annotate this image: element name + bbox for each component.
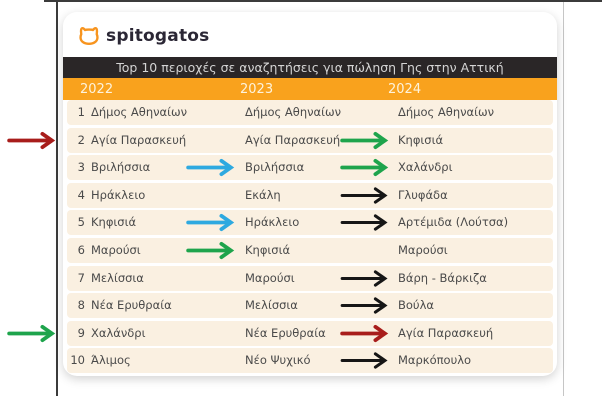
area-cell-y2023: Νέο Ψυχικό <box>245 353 311 368</box>
area-cell-y2023: Μελίσσια <box>245 298 298 313</box>
rank-number: 2 <box>77 132 85 147</box>
border-line-left <box>56 0 58 396</box>
cat-icon <box>79 27 99 45</box>
table-row: 6 Μαρούσι Κηφισιά Μαρούσι <box>67 238 553 263</box>
arrow-2023-2024-black <box>339 296 389 318</box>
rank-number: 9 <box>77 325 85 340</box>
arrow-right-icon <box>340 131 389 149</box>
border-line-right <box>563 2 564 396</box>
arrow-right-icon <box>340 187 388 204</box>
area-cell-y2024: Χαλάνδρι <box>398 160 453 175</box>
table-row: 7 Μελίσσια Μαρούσι Βάρη - Βάρκιζα <box>67 265 553 291</box>
rank-number: 10 <box>70 353 85 368</box>
rank-number: 5 <box>77 215 85 230</box>
area-cell-y2022: Αγία Παρασκευή <box>91 132 187 147</box>
external-pointer-arrow-green <box>6 324 56 347</box>
area-cell-y2023: Κηφισιά <box>245 243 291 257</box>
area-cell-y2022: Ηράκλειο <box>91 187 146 202</box>
area-cell-y2024: Κηφισιά <box>398 132 444 147</box>
area-cell-y2022: Νέα Ερυθραία <box>91 298 172 313</box>
table-title-bar: Top 10 περιοχές σε αναζητήσεις για πώλησ… <box>63 57 557 78</box>
arrow-2023-2024-black <box>339 351 389 373</box>
arrow-right-icon <box>186 214 235 232</box>
table-row: 2 Αγία Παρασκευή Αγία Παρασκευή Κηφισιά <box>67 127 553 153</box>
infographic-card: spitogatos Top 10 περιοχές σε αναζητήσει… <box>63 12 557 376</box>
table-row: 1 Δήμος Αθηναίων Δήμος Αθηναίων Δήμος Αθηνα… <box>67 100 553 125</box>
table-row: 8 Νέα Ερυθραία Μελίσσια Βούλα <box>67 293 553 319</box>
area-cell-y2024: Αγία Παρασκευή <box>398 325 494 340</box>
logo: spitogatos <box>78 23 210 49</box>
area-cell-y2023: Δήμος Αθηναίων <box>245 105 342 119</box>
table-row: 4 Ηράκλειο Εκάλη Γλυφάδα <box>67 182 553 208</box>
area-cell-y2024: Μαρούσι <box>398 243 448 257</box>
arrow-right-icon <box>340 269 388 287</box>
rank-number: 6 <box>77 243 85 257</box>
table-title: Top 10 περιοχές σε αναζητήσεις για πώλησ… <box>116 60 504 75</box>
rank-number: 7 <box>77 270 85 285</box>
area-cell-y2024: Γλυφάδα <box>398 187 448 202</box>
arrow-2023-2024-black <box>339 186 389 208</box>
table-row: 5 Κηφισιά Ηράκλειο Αρτέμιδα (Λούτσα) <box>67 210 553 236</box>
brand-name: spitogatos <box>106 26 210 46</box>
rank-number: 4 <box>77 187 85 202</box>
rank-number: 1 <box>77 105 85 119</box>
table-row: 3 Βριλήσσια Βριλήσσια Χαλάνδρι <box>67 155 553 181</box>
external-pointer-arrow-red <box>6 131 56 154</box>
arrow-2023-2024-green <box>339 131 389 153</box>
area-cell-y2023: Μαρούσι <box>245 270 295 285</box>
arrow-right-icon <box>7 131 56 149</box>
year-header-2022: 2022 <box>80 82 114 97</box>
year-header-row: 2022 2023 2024 <box>63 78 557 100</box>
arrow-right-icon <box>186 159 235 177</box>
year-header-2024: 2024 <box>388 82 422 97</box>
border-line-top <box>44 0 602 2</box>
area-cell-y2022: Μαρούσι <box>91 243 141 257</box>
area-cell-y2024: Βούλα <box>398 298 434 313</box>
area-cell-y2022: Μελίσσια <box>91 270 144 285</box>
year-header-2023: 2023 <box>240 82 274 97</box>
area-cell-y2023: Αγία Παρασκευή <box>245 132 341 147</box>
arrow-right-icon <box>340 324 389 342</box>
arrow-2022-2023-blue <box>185 158 235 180</box>
table-row: 9 Χαλάνδρι Νέα Ερυθραία Αγία Παρασκευή <box>67 320 553 346</box>
arrow-right-icon <box>340 159 389 177</box>
area-cell-y2024: Μαρκόπουλο <box>398 353 472 368</box>
area-cell-y2022: Δήμος Αθηναίων <box>91 105 188 119</box>
area-cell-y2022: Χαλάνδρι <box>91 325 146 340</box>
area-cell-y2023: Βριλήσσια <box>245 160 305 175</box>
arrow-right-icon <box>7 324 56 342</box>
arrow-2022-2023-blue <box>185 213 235 235</box>
area-cell-y2022: Άλιμος <box>91 353 131 368</box>
area-cell-y2023: Ηράκλειο <box>245 215 300 230</box>
arrow-2023-2024-black <box>339 269 389 291</box>
table-row: 10 Άλιμος Νέο Ψυχικό Μαρκόπουλο <box>67 348 553 374</box>
area-cell-y2024: Αρτέμιδα (Λούτσα) <box>398 215 509 230</box>
arrow-2022-2023-green <box>185 241 235 263</box>
arrow-right-icon <box>340 214 388 232</box>
area-cell-y2023: Νέα Ερυθραία <box>245 325 326 340</box>
arrow-right-icon <box>340 352 388 370</box>
area-cell-y2024: Βάρη - Βάρκιζα <box>398 270 487 285</box>
arrow-right-icon <box>340 297 388 314</box>
area-cell-y2023: Εκάλη <box>245 187 281 202</box>
arrow-2023-2024-black <box>339 213 389 235</box>
rank-number: 8 <box>77 298 85 313</box>
area-cell-y2022: Βριλήσσια <box>91 160 151 175</box>
arrow-2023-2024-green <box>339 158 389 180</box>
area-cell-y2022: Κηφισιά <box>91 215 137 230</box>
rank-number: 3 <box>77 160 85 175</box>
arrow-2023-2024-red <box>339 324 389 346</box>
arrow-right-icon <box>186 241 235 260</box>
area-cell-y2024: Δήμος Αθηναίων <box>398 105 495 119</box>
